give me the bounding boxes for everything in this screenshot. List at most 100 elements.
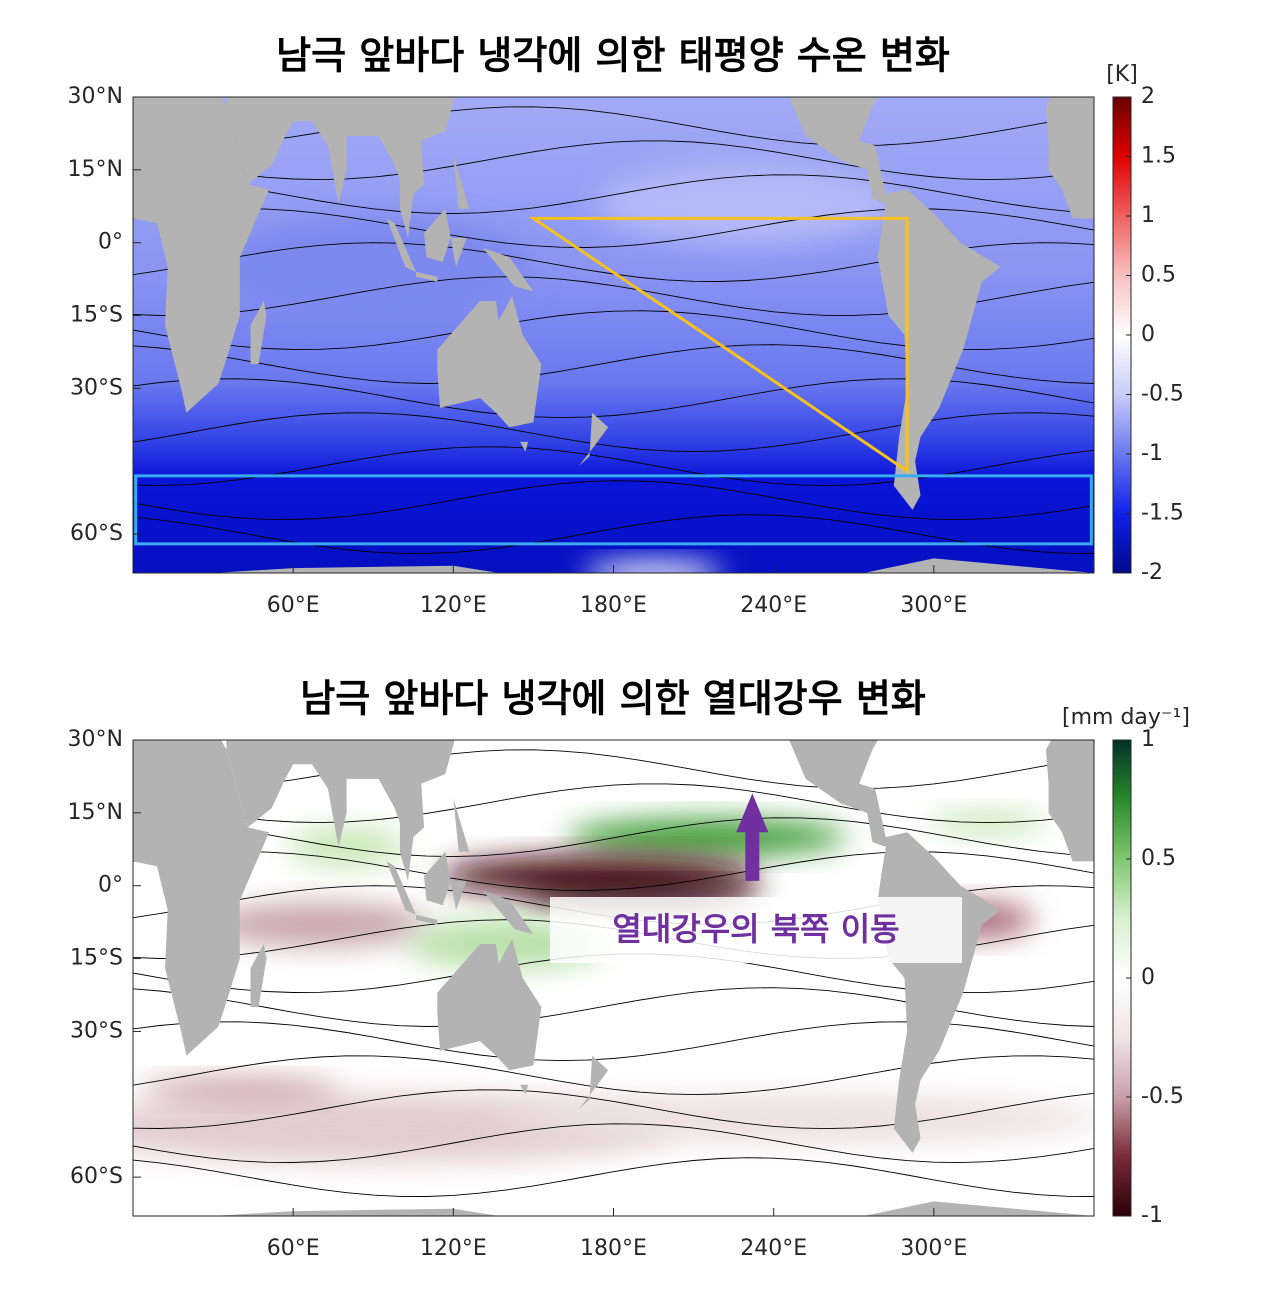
land — [437, 296, 542, 428]
colorbar-tick-label: 0.5 — [1141, 846, 1176, 871]
anomaly — [566, 819, 847, 856]
land — [213, 1201, 1094, 1216]
annotation-box — [550, 897, 962, 963]
colorbar-tick-label: 2 — [1141, 84, 1155, 109]
land — [789, 97, 1001, 510]
land — [578, 1055, 609, 1110]
colorbar-tick-label: -2 — [1141, 560, 1163, 585]
y-tick-label: 60°S — [70, 521, 123, 546]
land — [453, 155, 470, 209]
land — [1045, 740, 1094, 862]
land — [482, 247, 534, 292]
colorbar-tick-label: -1 — [1141, 1203, 1163, 1228]
y-tick-label: 60°S — [70, 1164, 123, 1189]
contour-line — [133, 208, 1094, 248]
land — [133, 97, 270, 413]
colorbar-tick-label: -1 — [1141, 441, 1163, 466]
y-tick-label: 0° — [98, 873, 123, 898]
colorbar-tick-label: -1.5 — [1141, 501, 1184, 526]
land — [416, 914, 438, 925]
contour-line — [133, 514, 1094, 554]
anomaly — [286, 826, 407, 867]
annotation: 열대강우의 북쪽 이동 — [612, 910, 899, 948]
y-tick-label: 30°S — [70, 1018, 123, 1043]
x-tick-label: 240°E — [740, 593, 807, 618]
panel-title: 남극 앞바다 냉각에 의한 열대강우 변화 — [300, 677, 926, 721]
map-area — [133, 740, 1094, 1216]
land — [520, 441, 529, 452]
y-tick-label: 15°N — [68, 157, 123, 182]
colorbar-tick-label: 1 — [1141, 727, 1155, 752]
map-area — [133, 97, 1094, 573]
contour-line — [133, 817, 1094, 858]
x-tick-label: 300°E — [900, 1236, 967, 1261]
anomaly — [583, 561, 724, 573]
region-outline — [528, 216, 909, 474]
colorbar-tick-label: -0.5 — [1141, 1084, 1184, 1109]
contour-line — [133, 1089, 1094, 1130]
colorbar-tick-label: 1 — [1141, 203, 1155, 228]
land — [520, 1084, 529, 1095]
contour-line — [133, 851, 1094, 891]
colorbar-tick-label: 1.5 — [1141, 144, 1176, 169]
land — [424, 851, 451, 906]
y-tick-label: 15°S — [70, 946, 123, 971]
panel-title: 남극 앞바다 냉각에 의한 태평양 수온 변화 — [276, 34, 950, 78]
contour-line — [133, 140, 1094, 181]
anomaly — [596, 163, 897, 244]
land — [250, 301, 267, 365]
land — [578, 412, 609, 467]
y-tick-label: 30°N — [68, 84, 123, 109]
arrow-head — [736, 793, 769, 833]
x-tick-label: 300°E — [900, 593, 967, 618]
region-outline — [134, 474, 1093, 546]
colorbar-tick-label: 0 — [1141, 965, 1155, 990]
colorbar-tick-label: 0 — [1141, 322, 1155, 347]
land — [437, 939, 542, 1071]
land — [386, 861, 416, 915]
arrow-shaft — [745, 827, 760, 881]
contour-line — [133, 412, 1094, 453]
contour-line — [133, 1157, 1094, 1197]
x-tick-label: 60°E — [267, 593, 320, 618]
contour-line — [133, 106, 1094, 147]
colorbar-label: [K] — [1106, 62, 1138, 87]
land — [213, 558, 1094, 573]
contour-line — [133, 749, 1094, 790]
contour-line — [133, 480, 1094, 521]
land — [424, 208, 451, 263]
land — [226, 97, 455, 238]
y-tick-label: 30°S — [70, 375, 123, 400]
land — [450, 880, 467, 910]
anomaly — [209, 902, 430, 947]
y-tick-label: 15°N — [68, 800, 123, 825]
x-tick-label: 240°E — [740, 1236, 807, 1261]
land — [250, 944, 267, 1008]
anomaly — [500, 1093, 1094, 1144]
land — [416, 271, 438, 282]
y-tick-label: 30°N — [68, 727, 123, 752]
land — [133, 740, 270, 1056]
contour-line — [133, 783, 1094, 824]
x-tick-label: 180°E — [580, 1236, 647, 1261]
contour-line — [133, 1123, 1094, 1164]
x-tick-label: 180°E — [580, 593, 647, 618]
land — [386, 218, 416, 272]
colorbar-label: [mm day⁻¹] — [1062, 705, 1190, 730]
x-tick-label: 120°E — [420, 593, 487, 618]
x-tick-label: 60°E — [267, 1236, 320, 1261]
anomaly — [139, 1077, 340, 1102]
colorbar-tick-label: -0.5 — [1141, 382, 1184, 407]
x-tick-label: 120°E — [420, 1236, 487, 1261]
land — [453, 798, 470, 852]
land — [482, 890, 534, 935]
y-tick-label: 0° — [98, 230, 123, 255]
y-tick-label: 15°S — [70, 303, 123, 328]
contour-line — [133, 174, 1094, 215]
land — [226, 740, 455, 881]
contour-line — [133, 1055, 1094, 1096]
land — [450, 237, 467, 267]
colorbar-tick-label: 0.5 — [1141, 263, 1176, 288]
land — [1045, 97, 1094, 219]
